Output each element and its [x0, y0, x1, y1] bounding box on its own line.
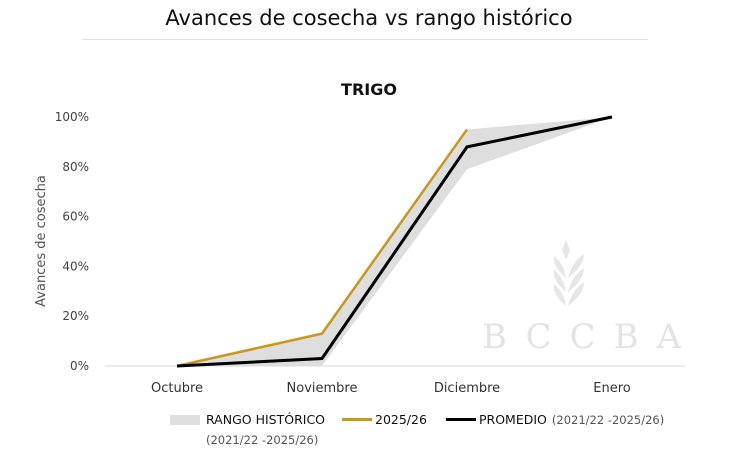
promedio-line [176, 115, 613, 368]
legend-avg-label: PROMEDIO [479, 412, 547, 427]
x-tick-label: Noviembre [287, 381, 358, 396]
x-tick-label: Octubre [151, 381, 203, 396]
gold-line-swatch [342, 418, 372, 421]
legend-band-label: RANGO HISTÓRICO [206, 412, 326, 427]
x-tick-label: Enero [593, 381, 631, 396]
legend-avg-sub: (2021/22 -2025/26) [551, 412, 665, 427]
black-line-swatch [446, 418, 476, 421]
title-divider [82, 39, 648, 40]
legend-series-label: 2025/26 [375, 412, 427, 427]
svg-text:BCCBA: BCCBA [482, 317, 699, 357]
y-tick-label: 20% [62, 309, 89, 323]
legend-band-sub: (2021/22 -2025/26) [206, 433, 319, 447]
bccba-watermark: BCCBA [482, 240, 699, 357]
chart-title: TRIGO [341, 80, 397, 99]
page-title: Avances de cosecha vs rango histórico [165, 6, 573, 30]
y-axis-title: Avances de cosecha [34, 175, 49, 307]
y-tick-label: 60% [62, 210, 89, 224]
legend-item-2025: 2025/26 [342, 412, 427, 427]
y-tick-label: 40% [62, 259, 89, 273]
y-tick-label: 100% [55, 110, 89, 124]
historic-range-band [177, 117, 612, 366]
y-tick-label: 0% [70, 359, 89, 373]
y-tick-label: 80% [62, 160, 89, 174]
x-tick-label: Diciembre [434, 381, 500, 396]
series-2025-26-line [176, 128, 469, 368]
legend-item-band: RANGO HISTÓRICO [170, 412, 325, 427]
legend-item-avg: PROMEDIO (2021/22 -2025/26) [446, 412, 664, 427]
band-swatch [170, 414, 200, 425]
